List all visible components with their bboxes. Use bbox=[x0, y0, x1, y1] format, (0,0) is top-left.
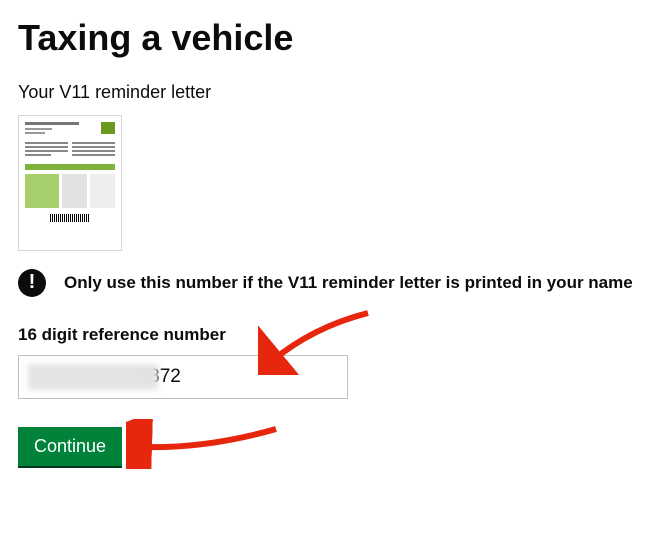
reference-input[interactable] bbox=[18, 355, 348, 399]
continue-button[interactable]: Continue bbox=[18, 427, 122, 468]
warning-icon: ! bbox=[18, 269, 46, 297]
page-title: Taxing a vehicle bbox=[18, 18, 652, 58]
warning-text: Only use this number if the V11 reminder… bbox=[64, 273, 633, 293]
warning-row: ! Only use this number if the V11 remind… bbox=[18, 269, 652, 297]
reminder-letter-label: Your V11 reminder letter bbox=[18, 82, 652, 103]
annotation-arrow-button bbox=[126, 419, 286, 469]
v11-letter-thumbnail bbox=[18, 115, 122, 251]
reference-label: 16 digit reference number bbox=[18, 325, 652, 345]
